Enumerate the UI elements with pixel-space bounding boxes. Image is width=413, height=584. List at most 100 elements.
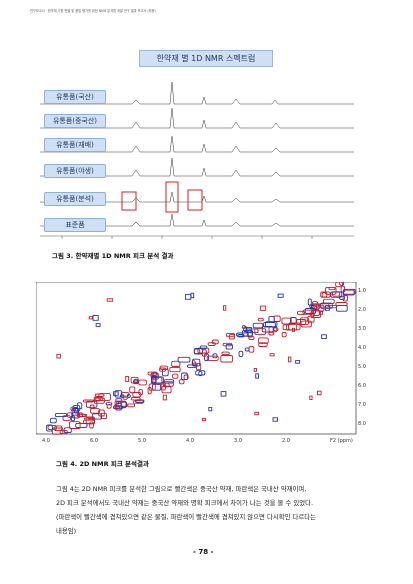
figure-title: 한약재 별 1D NMR 스펙트럼 <box>139 50 273 67</box>
contour-peak <box>152 377 163 385</box>
contour-peak <box>106 404 112 409</box>
contour-peak <box>169 366 181 373</box>
contour-peak <box>220 355 233 363</box>
contour-peak <box>70 415 75 422</box>
contour-peak <box>343 288 356 295</box>
contour-peak <box>163 379 175 384</box>
nmr-2d-figure: 4.0 6.0 5.0 4.0 3.0 2.0 F2 (ppm) 1.0 2.0 3.0 4.0 5… <box>36 282 366 444</box>
contour-peak <box>92 315 99 321</box>
contour-peak <box>70 406 77 412</box>
contour-peak <box>129 386 136 394</box>
contour-peak <box>88 316 93 320</box>
contour-peak <box>147 387 152 395</box>
contour-peak <box>114 390 123 398</box>
contour-peak <box>335 282 343 288</box>
highlight-box <box>187 189 203 211</box>
contour-peak <box>190 292 195 299</box>
contour-peak <box>325 305 330 311</box>
running-header: 연구보고서 · 한약재 기원 판별 및 품질 평가를 위한 NMR 분석법 개발… <box>30 9 156 13</box>
contour-peak <box>125 376 130 382</box>
contour-peak <box>281 332 287 338</box>
contour-peak <box>133 379 139 385</box>
contour-peak <box>261 325 274 333</box>
contour-peak <box>159 367 167 372</box>
contour-peak <box>162 394 167 401</box>
contour-peak <box>46 424 53 432</box>
contour-peak <box>273 327 279 332</box>
contour-peak <box>277 293 284 298</box>
body-text-line: 2D 피크 분석에서도 국내산 약재는 중국산 약재와 명확 피크에서 차이가 … <box>56 499 313 507</box>
page-number: - 78 - <box>193 548 214 556</box>
body-text-line: (파란색이 빨간색에 겹쳐있으면 같은 물질, 파란색이 빨간색에 겹쳐있지 않… <box>56 513 317 521</box>
body-text-line: 그림 4는 2D NMR 피크를 분석한 그림으로 빨간색은 중국산 약재, 파… <box>56 485 307 493</box>
contour-peak <box>93 397 105 404</box>
x-tick-label: 4.0 <box>186 438 194 444</box>
contour-peak <box>49 417 57 424</box>
y-tick-label: 7.0 <box>358 402 366 408</box>
contour-peak <box>171 360 181 367</box>
contour-peak <box>272 417 278 422</box>
contour-peak <box>95 323 101 327</box>
contour-peak <box>85 400 98 408</box>
contour-peak <box>322 298 335 304</box>
contour-peak <box>172 373 179 379</box>
contour-peak <box>91 413 103 420</box>
contour-peak <box>297 310 305 316</box>
body-text-line: 내용임) <box>56 527 77 535</box>
contour-peak <box>207 342 216 346</box>
contour-peak <box>248 345 255 353</box>
contour-peak <box>252 322 264 329</box>
spectrum-label: 유통품(분석) <box>44 192 106 206</box>
contour-peak <box>258 337 269 344</box>
contour-peak <box>54 412 68 418</box>
x-tick-label: 2.0 <box>282 438 290 444</box>
contour-peak <box>263 322 276 328</box>
contour-peak <box>281 317 292 325</box>
contour-peak <box>73 406 78 414</box>
contour-peak <box>321 334 327 339</box>
y-tick-label: 6.0 <box>358 383 366 389</box>
contour-peak <box>245 327 252 333</box>
contour-peak <box>59 429 68 435</box>
contour-peak <box>248 335 255 341</box>
spectrum-label: 유통품(국산) <box>44 90 106 104</box>
contour-peak <box>220 391 227 397</box>
contour-peak <box>82 399 94 403</box>
contour-peak <box>339 282 345 286</box>
contour-peak <box>300 320 312 328</box>
contour-peak <box>309 304 314 309</box>
contour-peak <box>127 403 136 408</box>
contour-peak <box>54 425 63 432</box>
contour-peak <box>150 372 158 379</box>
contour-peak <box>319 311 324 315</box>
x-tick-label: 6.0 <box>90 438 98 444</box>
contour-peak <box>90 408 100 414</box>
contour-peak <box>320 291 331 298</box>
contour-peak <box>312 301 319 306</box>
y-tick-label: 2.0 <box>358 307 366 313</box>
contour-peak <box>87 416 95 420</box>
contour-peak <box>94 393 105 397</box>
contour-peak <box>89 421 94 429</box>
x-tick-label: F2 (ppm) <box>330 438 353 444</box>
contour-peak <box>273 315 281 322</box>
y-tick-label: 3.0 <box>358 326 366 332</box>
contour-peak <box>113 391 119 396</box>
contour-peak <box>253 368 257 372</box>
spectrum-label: 유통품(재배) <box>44 138 106 152</box>
contour-peak <box>291 327 295 332</box>
contour-peak <box>255 373 260 379</box>
y-tick-label: 4.0 <box>358 345 366 351</box>
contour-peak <box>325 286 337 295</box>
contour-peak <box>106 298 114 302</box>
contour-peak <box>114 400 127 409</box>
contour-peak <box>295 360 301 364</box>
contour-peak <box>56 353 61 359</box>
spectrum-label: 유통품(야생) <box>44 164 106 178</box>
contour-peak <box>269 353 275 357</box>
contour-peak <box>236 332 249 337</box>
contour-peak <box>309 395 313 400</box>
contour-peak <box>183 374 189 380</box>
contour-peak <box>228 334 236 340</box>
contour-peak <box>268 331 275 336</box>
